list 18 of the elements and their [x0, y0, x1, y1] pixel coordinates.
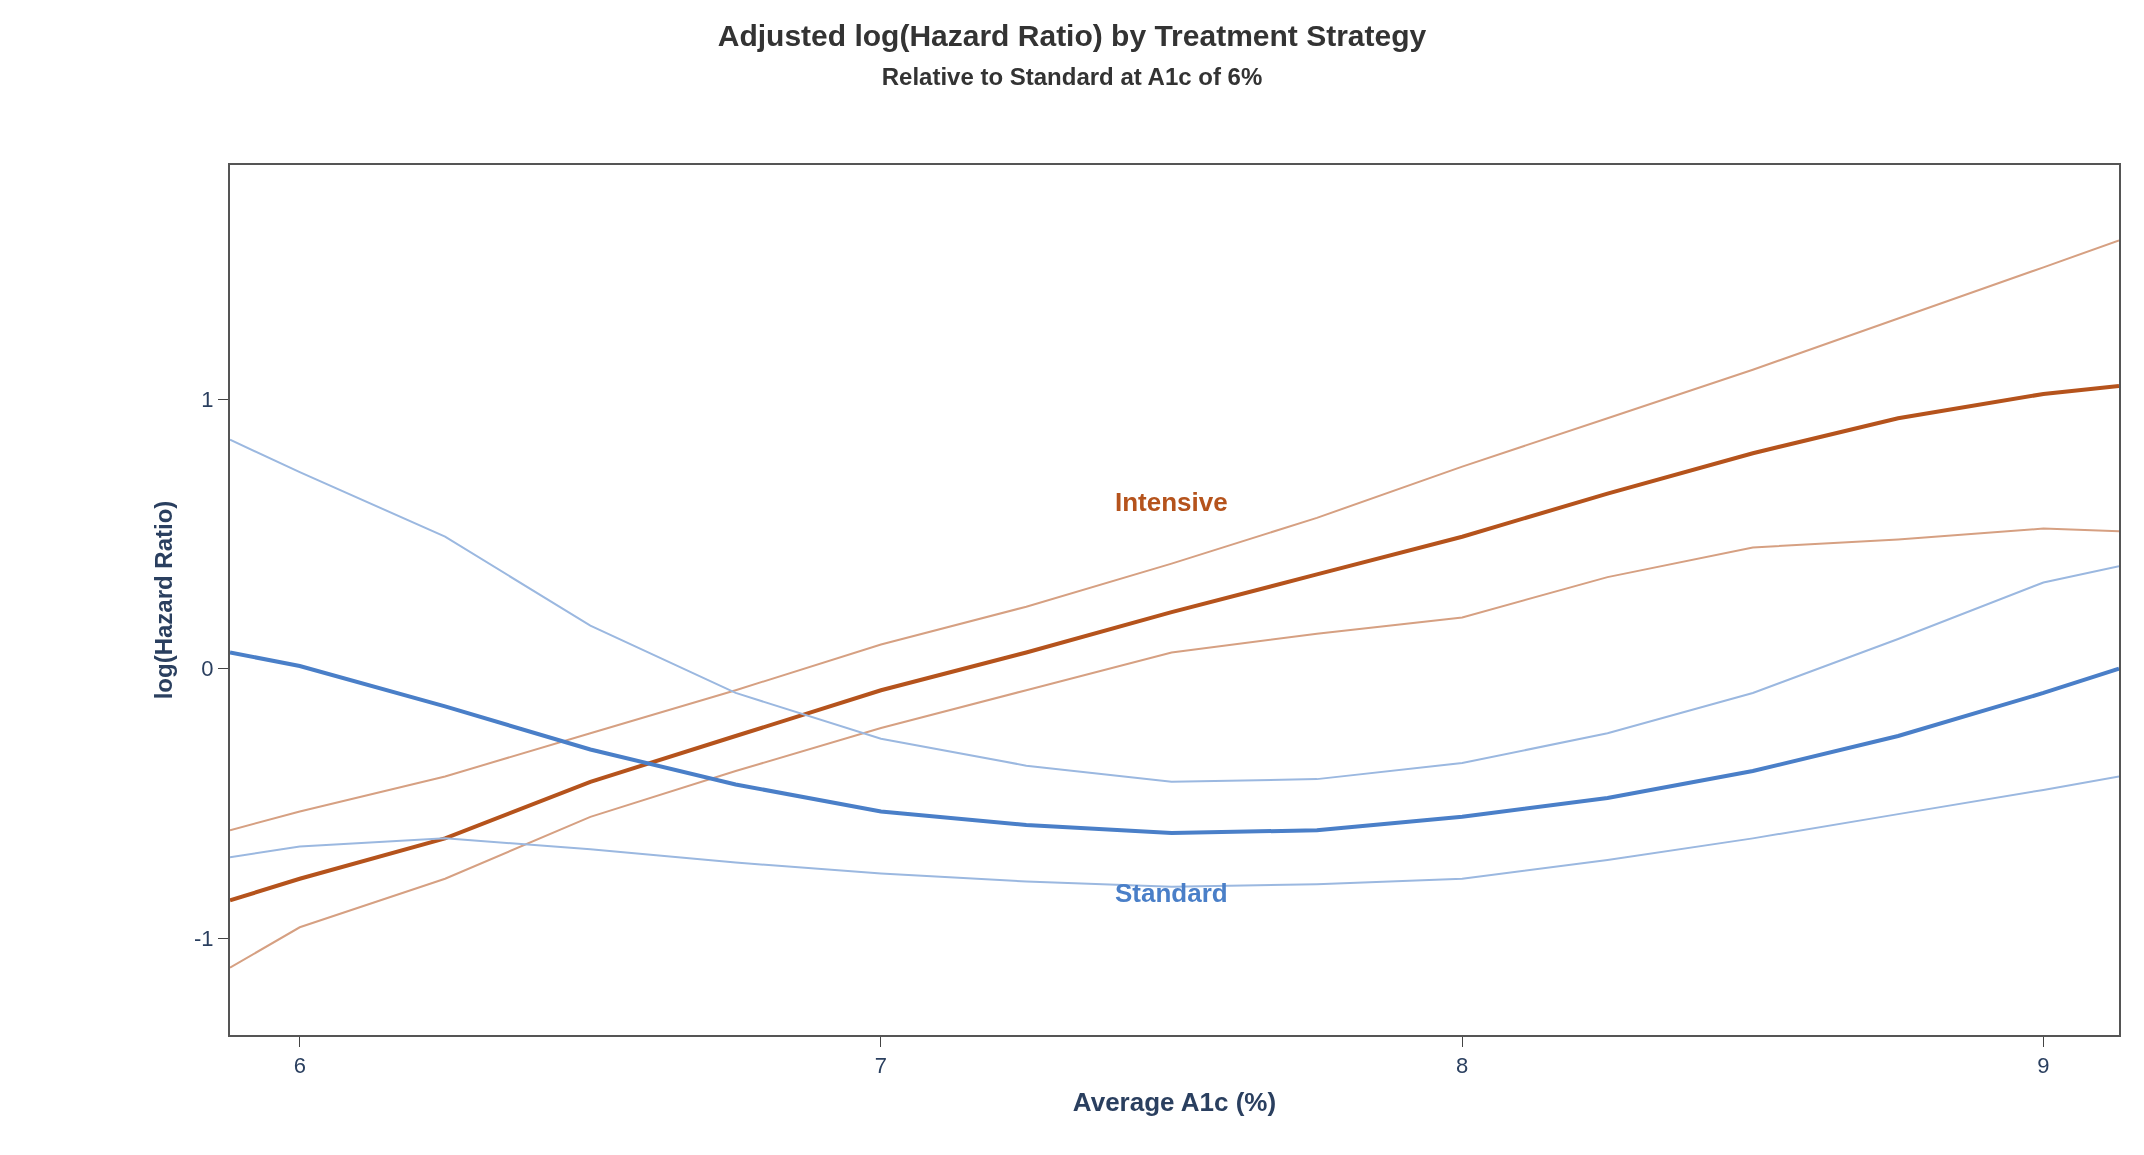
x-tick-label: 7	[874, 1053, 888, 1079]
y-tick-label: 1	[201, 387, 214, 413]
y-tick-label: 0	[201, 656, 214, 682]
chart-title: Adjusted log(Hazard Ratio) by Treatment Strategy	[717, 19, 1427, 53]
x-tick-label: 8	[1456, 1053, 1469, 1079]
line-series	[230, 438, 2119, 783]
line-series	[230, 650, 2119, 835]
y-axis-title: log(Hazard Ratio)	[149, 500, 177, 700]
y-tick-label: -1	[194, 925, 214, 951]
chart-subtitle: Relative to Standard at A1c of 6%	[881, 63, 1263, 91]
line-series	[230, 383, 2119, 903]
x-tick-label: 9	[2037, 1053, 2050, 1079]
x-tick-label: 6	[293, 1053, 306, 1079]
x-axis-title: Average A1c (%)	[1072, 1086, 1277, 1117]
series-label: Standard	[1115, 878, 1228, 908]
line-series	[230, 239, 2119, 832]
text: Intensive	[1115, 487, 1228, 517]
line-series	[230, 527, 2119, 969]
